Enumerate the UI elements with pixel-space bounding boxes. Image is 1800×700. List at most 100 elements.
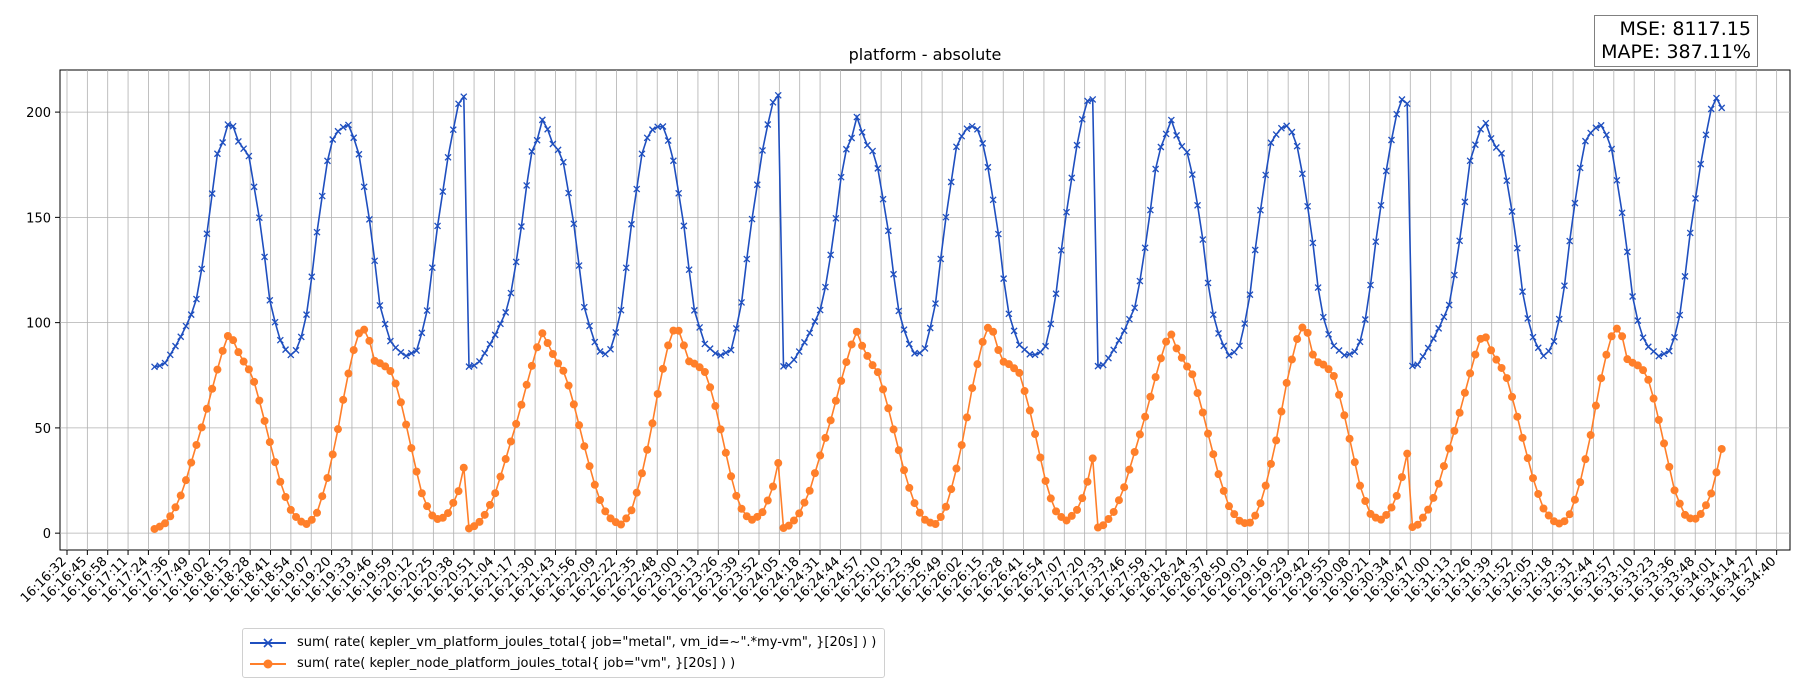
data-point-x xyxy=(1225,351,1233,359)
data-point-x xyxy=(271,318,279,326)
data-point-o xyxy=(1329,372,1338,381)
data-point-o xyxy=(831,396,840,405)
data-point-o xyxy=(208,384,217,393)
data-point-x xyxy=(1057,246,1065,254)
mse-metric: MSE: 8117.15 xyxy=(1619,18,1751,40)
data-point-o xyxy=(1282,378,1291,387)
data-point-x xyxy=(900,326,908,334)
data-point-x xyxy=(570,220,578,228)
data-point-x xyxy=(1110,346,1118,354)
data-point-x xyxy=(1718,104,1726,112)
data-point-x xyxy=(1293,142,1301,150)
data-point-x xyxy=(628,220,635,228)
data-point-o xyxy=(407,444,416,453)
data-point-x xyxy=(848,134,856,142)
data-point-o xyxy=(1099,521,1108,530)
data-point-x xyxy=(1697,160,1705,168)
data-point-o xyxy=(585,462,594,471)
data-point-x xyxy=(266,296,274,304)
data-point-x xyxy=(696,323,704,331)
data-point-x xyxy=(1162,130,1170,138)
data-point-o xyxy=(889,425,898,434)
data-point-x xyxy=(806,329,814,337)
data-point-o xyxy=(1492,355,1501,364)
y-tick-label: 0 xyxy=(43,527,51,542)
data-point-x xyxy=(764,121,772,128)
data-point-x xyxy=(1382,167,1390,175)
data-point-o xyxy=(265,438,274,447)
data-point-o xyxy=(559,366,568,375)
data-point-x xyxy=(1298,170,1306,178)
data-point-x xyxy=(586,322,594,330)
data-point-o xyxy=(590,480,599,489)
data-point-x xyxy=(334,127,342,135)
data-point-x xyxy=(1351,348,1359,356)
data-point-x xyxy=(533,136,541,144)
data-point-o xyxy=(1455,408,1464,417)
data-point-o xyxy=(826,416,835,425)
data-point-o xyxy=(674,326,683,335)
data-point-x xyxy=(538,116,546,124)
data-point-x xyxy=(680,222,688,230)
data-point-o xyxy=(962,413,971,422)
data-point-x xyxy=(1377,201,1385,209)
data-point-x xyxy=(1356,338,1364,346)
data-point-o xyxy=(1445,444,1454,453)
data-point-o xyxy=(1146,392,1155,401)
metrics-box: MSE: 8117.15 MAPE: 387.11% xyxy=(1594,15,1758,67)
data-point-o xyxy=(1266,459,1275,468)
data-point-x xyxy=(1623,248,1631,256)
data-point-x xyxy=(1587,129,1595,137)
data-point-o xyxy=(506,437,515,446)
data-point-o xyxy=(1576,478,1585,487)
data-point-o xyxy=(936,513,945,522)
data-point-x xyxy=(303,311,310,319)
data-point-o xyxy=(1046,494,1055,503)
data-point-o xyxy=(989,327,998,336)
data-point-x xyxy=(1629,293,1637,300)
data-point-o xyxy=(774,459,783,468)
data-point-o xyxy=(1701,501,1710,510)
data-point-x xyxy=(203,230,211,238)
data-point-x xyxy=(800,338,808,346)
data-point-x xyxy=(1560,282,1568,290)
data-point-x xyxy=(1398,96,1406,103)
data-point-o xyxy=(580,442,589,451)
data-point-x xyxy=(486,340,494,348)
data-point-o xyxy=(1214,470,1223,479)
data-point-x xyxy=(559,158,567,166)
data-point-o xyxy=(286,505,295,514)
data-point-x xyxy=(444,153,452,161)
data-point-x xyxy=(1319,313,1327,321)
data-point-o xyxy=(1272,436,1281,445)
data-point-o xyxy=(894,446,903,455)
data-point-o xyxy=(197,423,206,432)
data-point-x xyxy=(565,189,573,197)
data-point-x xyxy=(229,122,237,130)
data-point-x xyxy=(1571,199,1579,207)
data-point-o xyxy=(1256,499,1265,508)
data-point-o xyxy=(1361,496,1370,505)
data-point-o xyxy=(1387,503,1396,512)
data-point-o xyxy=(202,404,211,413)
data-point-x xyxy=(386,337,394,345)
data-point-x xyxy=(1367,281,1374,289)
data-point-x xyxy=(1340,351,1348,359)
data-point-x xyxy=(423,307,431,315)
data-point-o xyxy=(1612,324,1621,333)
data-point-x xyxy=(1167,116,1175,124)
data-point-o xyxy=(1513,412,1522,421)
data-point-o xyxy=(1293,335,1302,344)
data-point-o xyxy=(973,360,982,369)
data-point-o xyxy=(978,337,987,346)
data-point-o xyxy=(1649,394,1658,403)
data-point-x xyxy=(1152,165,1160,173)
data-point-o xyxy=(292,512,301,521)
data-point-o xyxy=(491,489,500,498)
data-point-o xyxy=(706,383,715,392)
data-point-x xyxy=(711,349,719,357)
data-point-o xyxy=(386,367,395,376)
data-point-o xyxy=(1083,477,1092,486)
data-point-o xyxy=(213,365,222,374)
data-point-x xyxy=(339,123,347,131)
